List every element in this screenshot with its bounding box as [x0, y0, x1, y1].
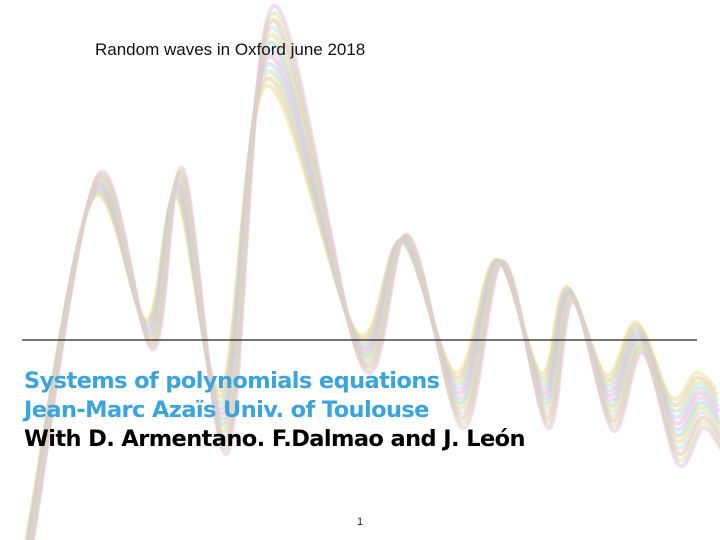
- wave-curve: [30, 11, 720, 540]
- wave-curve: [25, 69, 720, 540]
- wave-curve: [26, 54, 720, 540]
- title-line: With D. Armentano. F.Dalmao and J. León: [24, 426, 525, 452]
- page-number: 1: [357, 516, 363, 528]
- wave-curve: [25, 76, 719, 540]
- header-text: Random waves in Oxford june 2018: [95, 40, 365, 59]
- decorative-waves: [24, 4, 720, 540]
- wave-curve: [31, 4, 720, 540]
- wave-curve: [26, 62, 720, 540]
- title-line: Systems of polynomials equations: [24, 368, 440, 394]
- wave-curve: [27, 47, 720, 540]
- wave-curve: [24, 83, 718, 540]
- title-line: Jean-Marc Azaïs Univ. of Toulouse: [22, 397, 429, 423]
